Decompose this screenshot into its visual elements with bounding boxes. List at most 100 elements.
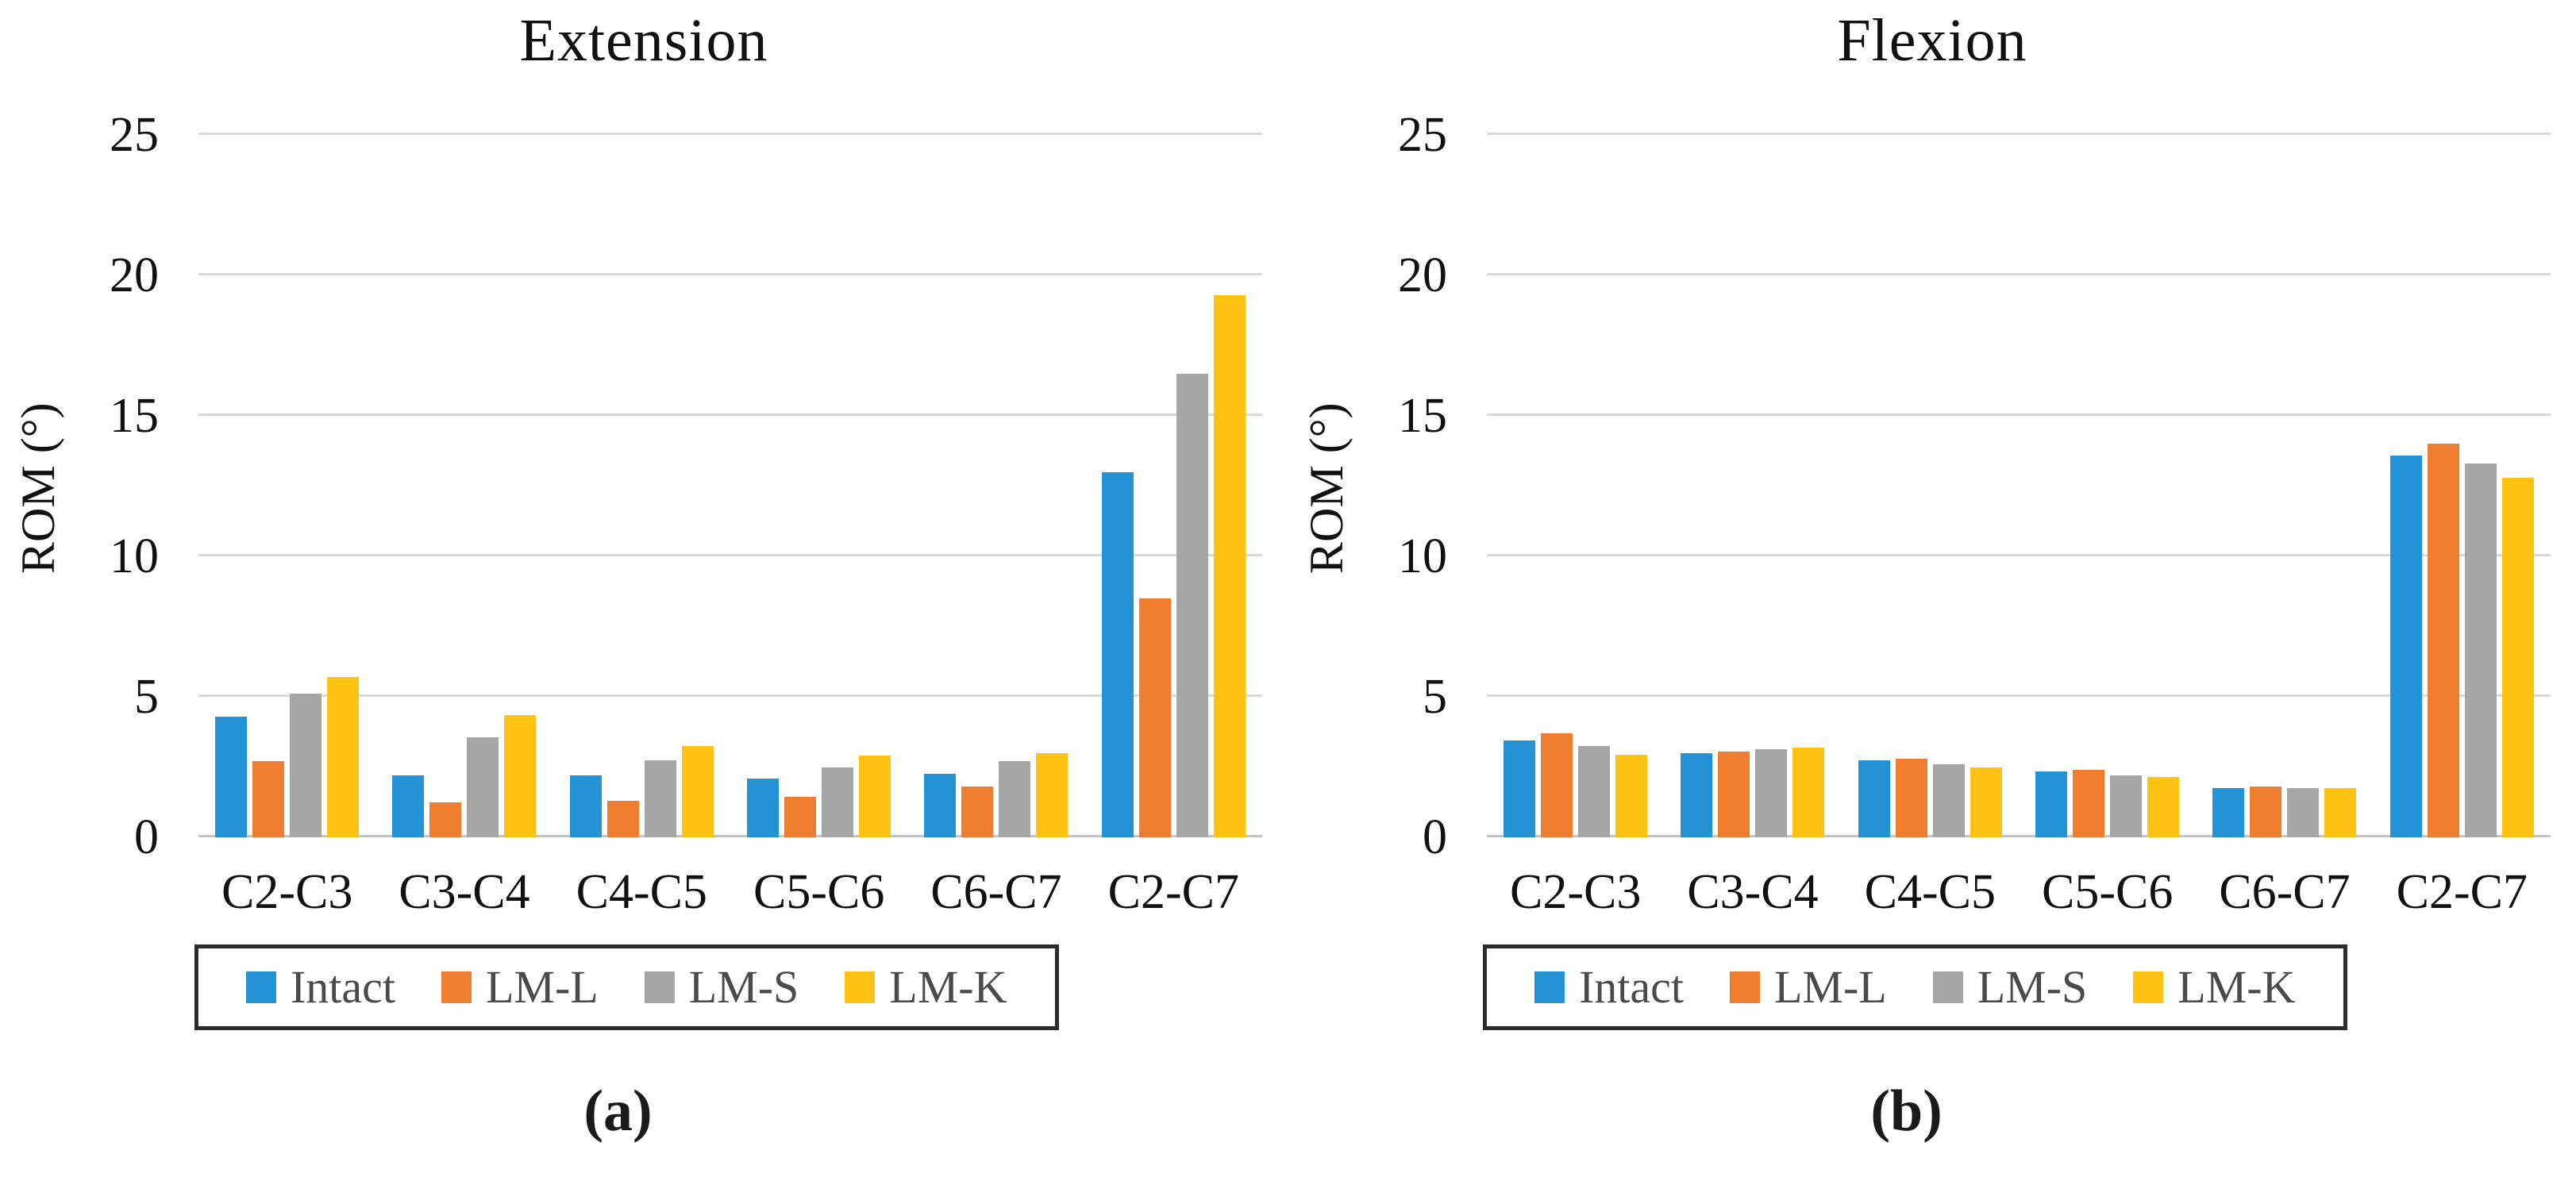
legend-item-lm-s: LM-S (644, 961, 799, 1013)
bar-lm-k-c5-c6 (2147, 776, 2180, 837)
gridline (198, 694, 1262, 697)
bar-intact-c6-c7 (2212, 788, 2245, 837)
bar-lm-l-c6-c7 (2250, 787, 2282, 837)
y-tick-label: 10 (110, 529, 159, 583)
bar-lm-s-c6-c7 (2287, 788, 2320, 837)
legend-swatch-lm-k (845, 971, 876, 1003)
bar-lm-k-c2-c3 (327, 677, 360, 837)
bar-intact-c3-c4 (392, 775, 425, 837)
bar-intact-c5-c6 (747, 778, 780, 837)
bar-intact-c2-c7 (2389, 455, 2422, 837)
bar-lm-s-c5-c6 (2110, 775, 2143, 837)
bar-lm-l-c4-c5 (606, 800, 639, 837)
legend-item-intact: Intact (245, 961, 395, 1013)
bar-intact-c3-c4 (1681, 752, 1713, 837)
bar-lm-k-c3-c4 (504, 715, 537, 837)
x-category-label: C5-C6 (753, 865, 885, 919)
bar-lm-k-c4-c5 (1970, 767, 2002, 837)
x-category-label: C3-C4 (1687, 865, 1819, 919)
bar-lm-s-c4-c5 (1932, 764, 1965, 837)
y-axis-tick-labels: 0 5 10 15 20 25 (1288, 110, 1447, 862)
y-tick-label: 0 (134, 810, 159, 864)
gridline (1487, 133, 2551, 135)
flexion-chart-panel: Flexion ROM (°) 0 5 10 15 20 25 C2-C3 C3-C4 C4-… (1288, 0, 2576, 1177)
bar-lm-l-c4-c5 (1895, 758, 1927, 837)
bar-lm-s-c2-c7 (2464, 463, 2497, 837)
legend-item-lm-k: LM-K (2133, 961, 2296, 1013)
bar-lm-l-c2-c7 (1138, 598, 1171, 837)
legend-swatch-intact (245, 971, 276, 1003)
y-axis-tick-labels: 0 5 10 15 20 25 (0, 110, 159, 862)
bar-lm-k-c4-c5 (681, 745, 714, 837)
caption-b: (b) (1870, 1079, 1943, 1144)
legend-swatch-intact (1534, 971, 1565, 1003)
gridline (198, 554, 1262, 556)
legend-label: LM-L (485, 961, 599, 1013)
bar-lm-k-c2-c3 (1615, 754, 1648, 837)
bar-group-c2-c3: C2-C3 (215, 135, 360, 917)
bar-group-c3-c4: C3-C4 (1681, 135, 1825, 917)
x-category-label: C6-C7 (930, 865, 1062, 919)
x-category-label: C4-C5 (1864, 865, 1996, 919)
legend-swatch-lm-l (441, 971, 472, 1003)
gridline (1487, 694, 2551, 697)
legend: Intact LM-L LM-S LM-K (194, 944, 1059, 1030)
y-tick-label: 20 (110, 248, 159, 302)
chart-title-flexion: Flexion (1837, 7, 2027, 74)
legend-item-lm-s: LM-S (1932, 964, 2087, 1010)
gridline (1487, 273, 2551, 275)
bar-lm-k-c3-c4 (1792, 747, 1825, 837)
legend-label: Intact (1578, 961, 1684, 1013)
legend-item-intact: Intact (1534, 964, 1684, 1010)
bar-lm-k-c6-c7 (2324, 788, 2357, 837)
bar-lm-l-c2-c3 (1541, 733, 1573, 837)
legend: Intact LM-L LM-S LM-K (1482, 944, 2347, 1030)
bar-lm-l-c6-c7 (961, 787, 994, 837)
bar-intact-c2-c3 (1504, 740, 1536, 837)
bar-lm-k-c5-c6 (859, 756, 891, 837)
x-category-label: C2-C3 (221, 865, 353, 919)
bar-lm-k-c2-c7 (2501, 477, 2534, 837)
bar-groups: C2-C3 C3-C4 C4-C5 C5-C6 C6-C7 C2-C7 (198, 135, 1262, 917)
bar-group-c5-c6: C5-C6 (747, 135, 891, 917)
bar-lm-l-c5-c6 (2073, 770, 2105, 837)
x-axis-line (198, 835, 1262, 837)
x-axis-line (1487, 835, 2551, 837)
bar-group-c5-c6: C5-C6 (2035, 135, 2180, 917)
legend-swatch-lm-l (1729, 971, 1760, 1003)
bar-lm-k-c6-c7 (1036, 752, 1069, 837)
extension-chart-panel: Extension ROM (°) 0 5 10 15 20 25 C2-C3 C3-C4 C… (0, 7, 1262, 1144)
y-tick-label: 15 (110, 389, 159, 443)
bar-lm-l-c5-c6 (784, 796, 817, 837)
bar-lm-s-c6-c7 (999, 761, 1031, 837)
gridline (1487, 413, 2551, 416)
x-category-label: C2-C7 (2396, 865, 2528, 919)
bar-lm-l-c2-c3 (252, 761, 285, 837)
bar-intact-c4-c5 (569, 775, 602, 837)
x-category-label: C3-C4 (399, 865, 530, 919)
bar-intact-c2-c3 (215, 716, 248, 837)
bar-lm-l-c2-c7 (2427, 444, 2459, 837)
legend-swatch-lm-k (2133, 971, 2164, 1003)
bar-lm-s-c4-c5 (644, 760, 676, 837)
gridline (198, 273, 1262, 275)
bar-intact-c2-c7 (1101, 471, 1134, 837)
bar-group-c2-c3: C2-C3 (1504, 135, 1648, 917)
legend-item-lm-l: LM-L (441, 964, 599, 1010)
x-category-label: C6-C7 (2219, 865, 2351, 919)
legend-item-lm-l: LM-L (1729, 964, 1887, 1010)
legend-label: Intact (290, 961, 395, 1013)
x-category-label: C2-C7 (1107, 865, 1239, 919)
bar-lm-s-c5-c6 (822, 767, 854, 837)
bar-group-c4-c5: C4-C5 (1858, 135, 2002, 917)
x-category-label: C2-C3 (1509, 865, 1642, 919)
legend-label: LM-K (889, 961, 1007, 1013)
bar-lm-l-c3-c4 (1718, 752, 1750, 837)
bar-lm-s-c2-c7 (1176, 373, 1208, 837)
y-tick-label: 25 (110, 108, 159, 162)
bar-intact-c4-c5 (1858, 760, 1890, 837)
legend-label: LM-K (2177, 961, 2296, 1013)
legend-label: LM-S (688, 961, 799, 1013)
legend-swatch-lm-s (644, 971, 675, 1003)
